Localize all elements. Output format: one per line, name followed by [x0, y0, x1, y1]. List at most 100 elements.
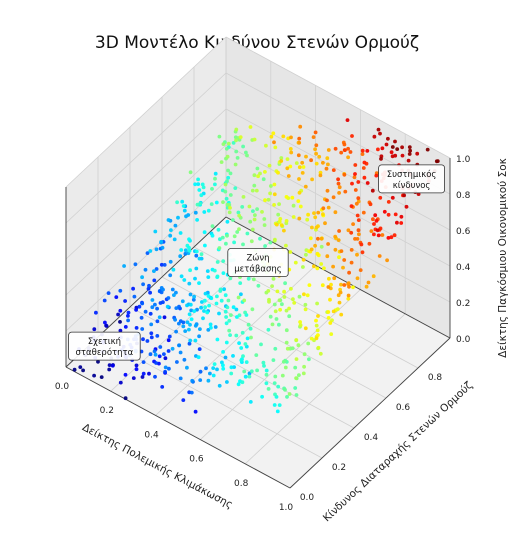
- data-point: [332, 276, 337, 281]
- data-point: [314, 161, 319, 166]
- data-point: [305, 217, 310, 222]
- data-point: [263, 170, 267, 174]
- data-point: [215, 367, 219, 372]
- data-point: [92, 373, 96, 378]
- data-point: [395, 147, 400, 152]
- data-point: [223, 309, 228, 314]
- data-point: [362, 160, 367, 165]
- data-point: [159, 262, 164, 267]
- data-point: [263, 244, 267, 248]
- data-point: [390, 154, 395, 159]
- data-point: [211, 373, 216, 378]
- x-tick-label: 0.6: [189, 455, 204, 465]
- data-point: [140, 275, 145, 280]
- data-point: [288, 147, 293, 151]
- data-point: [346, 228, 351, 233]
- data-point: [239, 346, 244, 350]
- data-point: [283, 387, 287, 392]
- z-axis-label: Δείκτης Παγκόσμιου Οικονομικού Σοκ: [497, 158, 509, 358]
- data-point: [123, 372, 128, 377]
- data-point: [337, 255, 341, 260]
- data-point: [227, 328, 232, 333]
- data-point: [217, 134, 222, 139]
- data-point: [287, 306, 291, 311]
- data-point: [309, 158, 313, 163]
- data-point: [231, 218, 235, 222]
- data-point: [434, 159, 439, 164]
- data-point: [206, 294, 211, 298]
- data-point: [271, 277, 276, 281]
- data-point: [331, 195, 336, 200]
- data-point: [118, 288, 123, 293]
- data-point: [140, 301, 145, 306]
- data-point: [314, 143, 319, 148]
- data-point: [171, 267, 176, 272]
- data-point: [143, 267, 148, 272]
- data-point: [292, 301, 297, 305]
- data-point: [372, 222, 376, 226]
- data-point: [158, 301, 163, 305]
- data-point: [282, 228, 286, 233]
- x-tick-label: 0.4: [144, 430, 159, 440]
- data-point: [272, 403, 277, 407]
- data-point: [289, 135, 293, 140]
- data-point: [374, 173, 379, 178]
- data-point: [258, 171, 262, 176]
- data-point: [213, 325, 218, 329]
- data-point: [318, 351, 323, 356]
- data-point: [267, 299, 271, 304]
- data-point: [123, 325, 128, 329]
- data-point: [274, 317, 279, 321]
- data-point: [228, 333, 233, 337]
- data-point: [153, 229, 158, 234]
- data-point: [303, 307, 308, 312]
- data-point: [326, 285, 331, 289]
- data-point: [301, 165, 306, 169]
- data-point: [185, 365, 189, 370]
- data-point: [185, 320, 190, 325]
- data-point: [353, 172, 357, 176]
- data-point: [167, 366, 171, 371]
- data-point: [201, 185, 206, 190]
- data-point: [255, 207, 259, 212]
- data-point: [314, 151, 318, 156]
- data-point: [286, 174, 291, 178]
- data-point: [247, 204, 252, 209]
- data-point: [195, 202, 200, 207]
- data-point: [319, 236, 324, 241]
- data-point: [162, 315, 167, 320]
- data-point: [272, 203, 276, 207]
- data-point: [402, 193, 406, 198]
- data-point: [179, 248, 184, 252]
- data-point: [193, 409, 198, 414]
- data-point: [175, 360, 179, 364]
- data-point: [301, 257, 306, 262]
- y-tick-label: 0.0: [300, 493, 315, 503]
- pane-back-left: [66, 37, 226, 367]
- z-tick-label: 1.0: [456, 155, 471, 165]
- data-point: [260, 394, 264, 399]
- data-point: [199, 193, 204, 198]
- data-point: [197, 256, 202, 261]
- data-point: [262, 364, 266, 368]
- z-tick-label: 0.6: [456, 227, 471, 237]
- data-point: [336, 177, 340, 182]
- x-tick-label: 0.2: [100, 406, 114, 416]
- data-point: [273, 346, 278, 351]
- data-point: [252, 217, 257, 222]
- data-point: [273, 237, 277, 242]
- data-point: [297, 216, 302, 221]
- data-point: [301, 371, 306, 376]
- data-point: [366, 280, 371, 285]
- data-point: [313, 130, 318, 135]
- data-point: [225, 154, 230, 159]
- data-point: [187, 237, 191, 242]
- data-point: [154, 267, 159, 271]
- data-point: [148, 352, 153, 357]
- annotation-box: [227, 248, 289, 277]
- data-point: [185, 303, 189, 308]
- z-tick-label: 0.8: [456, 191, 471, 201]
- data-point: [197, 334, 202, 339]
- data-point: [187, 248, 192, 253]
- data-point: [200, 182, 205, 187]
